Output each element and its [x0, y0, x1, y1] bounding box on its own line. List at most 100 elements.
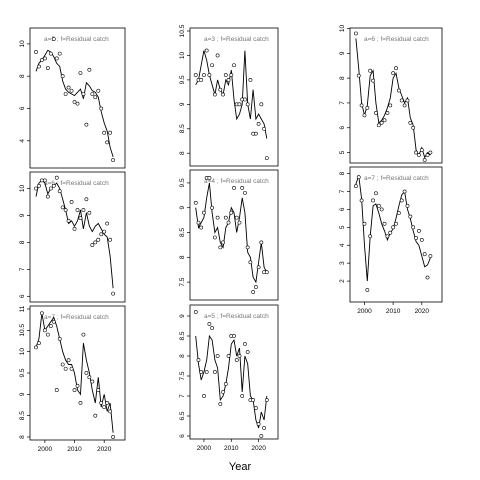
data-point	[40, 58, 44, 62]
y-tick-label: 8	[19, 74, 26, 78]
data-point	[359, 103, 364, 108]
data-point	[221, 390, 225, 394]
y-tick-label: 5	[339, 225, 346, 229]
data-point	[237, 354, 242, 358]
x-tick-label: 2010	[67, 446, 82, 453]
data-point	[90, 92, 95, 96]
data-point	[42, 328, 47, 333]
x-tick-label: 2010	[386, 308, 401, 315]
data-point	[199, 77, 204, 82]
data-point	[408, 120, 413, 125]
panel-frame	[189, 304, 279, 440]
data-point	[223, 215, 228, 220]
data-point	[419, 148, 424, 152]
y-tick-label: 9	[179, 314, 186, 318]
y-tick-label: 7.5	[179, 277, 186, 286]
data-point	[218, 402, 223, 406]
data-point	[54, 175, 59, 180]
data-point	[264, 270, 269, 275]
data-point	[93, 240, 98, 245]
y-tick-label: 10.5	[179, 24, 186, 37]
y-tick-label: 10	[179, 51, 186, 59]
data-point	[105, 140, 110, 145]
data-point	[256, 422, 261, 426]
y-tick-label: 8	[179, 151, 186, 155]
y-tick-label: 9	[19, 213, 26, 217]
data-point	[90, 243, 95, 247]
y-tick-label: 10	[19, 348, 26, 356]
data-point	[245, 102, 250, 107]
series-line	[35, 313, 114, 433]
data-point	[212, 92, 217, 97]
data-point	[234, 358, 239, 362]
data-point	[411, 225, 416, 230]
panel-frame	[189, 27, 279, 167]
panel-title: a=3 ; f=Residual catch	[204, 36, 269, 43]
data-point	[96, 388, 101, 392]
data-point	[259, 240, 264, 245]
data-point	[108, 409, 113, 414]
data-point	[72, 388, 77, 392]
data-point	[232, 334, 236, 338]
data-point	[253, 131, 258, 136]
data-point	[399, 98, 404, 103]
x-tick-label: 2000	[357, 308, 372, 315]
data-point	[388, 230, 393, 235]
panel-title: a=5 ; f=Residual catch	[204, 313, 269, 320]
data-point	[428, 150, 433, 155]
data-point	[385, 234, 390, 239]
data-point	[374, 191, 378, 196]
data-point	[96, 88, 101, 93]
x-tick-label: 2020	[97, 446, 112, 453]
data-point	[394, 66, 398, 71]
data-point	[382, 221, 387, 226]
y-tick-label: 8.5	[19, 411, 26, 420]
data-point	[223, 382, 228, 386]
y-tick-label: 6	[19, 294, 26, 298]
data-point	[237, 102, 242, 107]
data-point	[202, 210, 206, 215]
data-point	[81, 92, 86, 96]
data-point	[408, 214, 413, 219]
data-point	[207, 73, 212, 77]
data-point	[87, 375, 92, 380]
data-point	[204, 48, 209, 53]
y-tick-label: 7	[339, 189, 346, 193]
panel-frame	[189, 169, 279, 301]
data-point	[221, 92, 225, 97]
data-point	[75, 101, 80, 106]
y-tick-label: 7	[179, 394, 186, 398]
data-point	[66, 85, 71, 90]
data-point	[102, 405, 107, 410]
data-point	[226, 77, 231, 82]
data-point	[34, 186, 38, 191]
x-tick-label: 2010	[224, 445, 239, 452]
series-line	[195, 50, 268, 139]
data-point	[251, 290, 256, 294]
y-tick-label: 9	[179, 206, 186, 210]
data-point	[221, 240, 225, 245]
x-tick-label: 2000	[38, 446, 53, 453]
y-tick-label: 6	[19, 106, 26, 110]
data-point	[256, 121, 261, 126]
data-point	[78, 400, 83, 405]
data-point	[353, 31, 358, 36]
data-point	[93, 95, 98, 100]
series-line	[35, 49, 114, 158]
y-tick-label: 3	[339, 261, 346, 265]
panel-frame	[349, 166, 443, 303]
data-point	[204, 370, 209, 374]
series-line	[195, 182, 268, 284]
data-point	[414, 236, 418, 240]
data-point	[237, 220, 242, 225]
y-tick-label: 10	[19, 184, 26, 192]
data-point	[199, 225, 204, 230]
y-tick-label: 9.5	[179, 178, 186, 187]
y-tick-label: 9.5	[179, 75, 186, 84]
data-point	[93, 413, 98, 418]
data-point	[405, 98, 410, 103]
y-tick-label: 6	[339, 207, 346, 211]
data-point	[60, 74, 65, 79]
data-point	[48, 51, 53, 56]
